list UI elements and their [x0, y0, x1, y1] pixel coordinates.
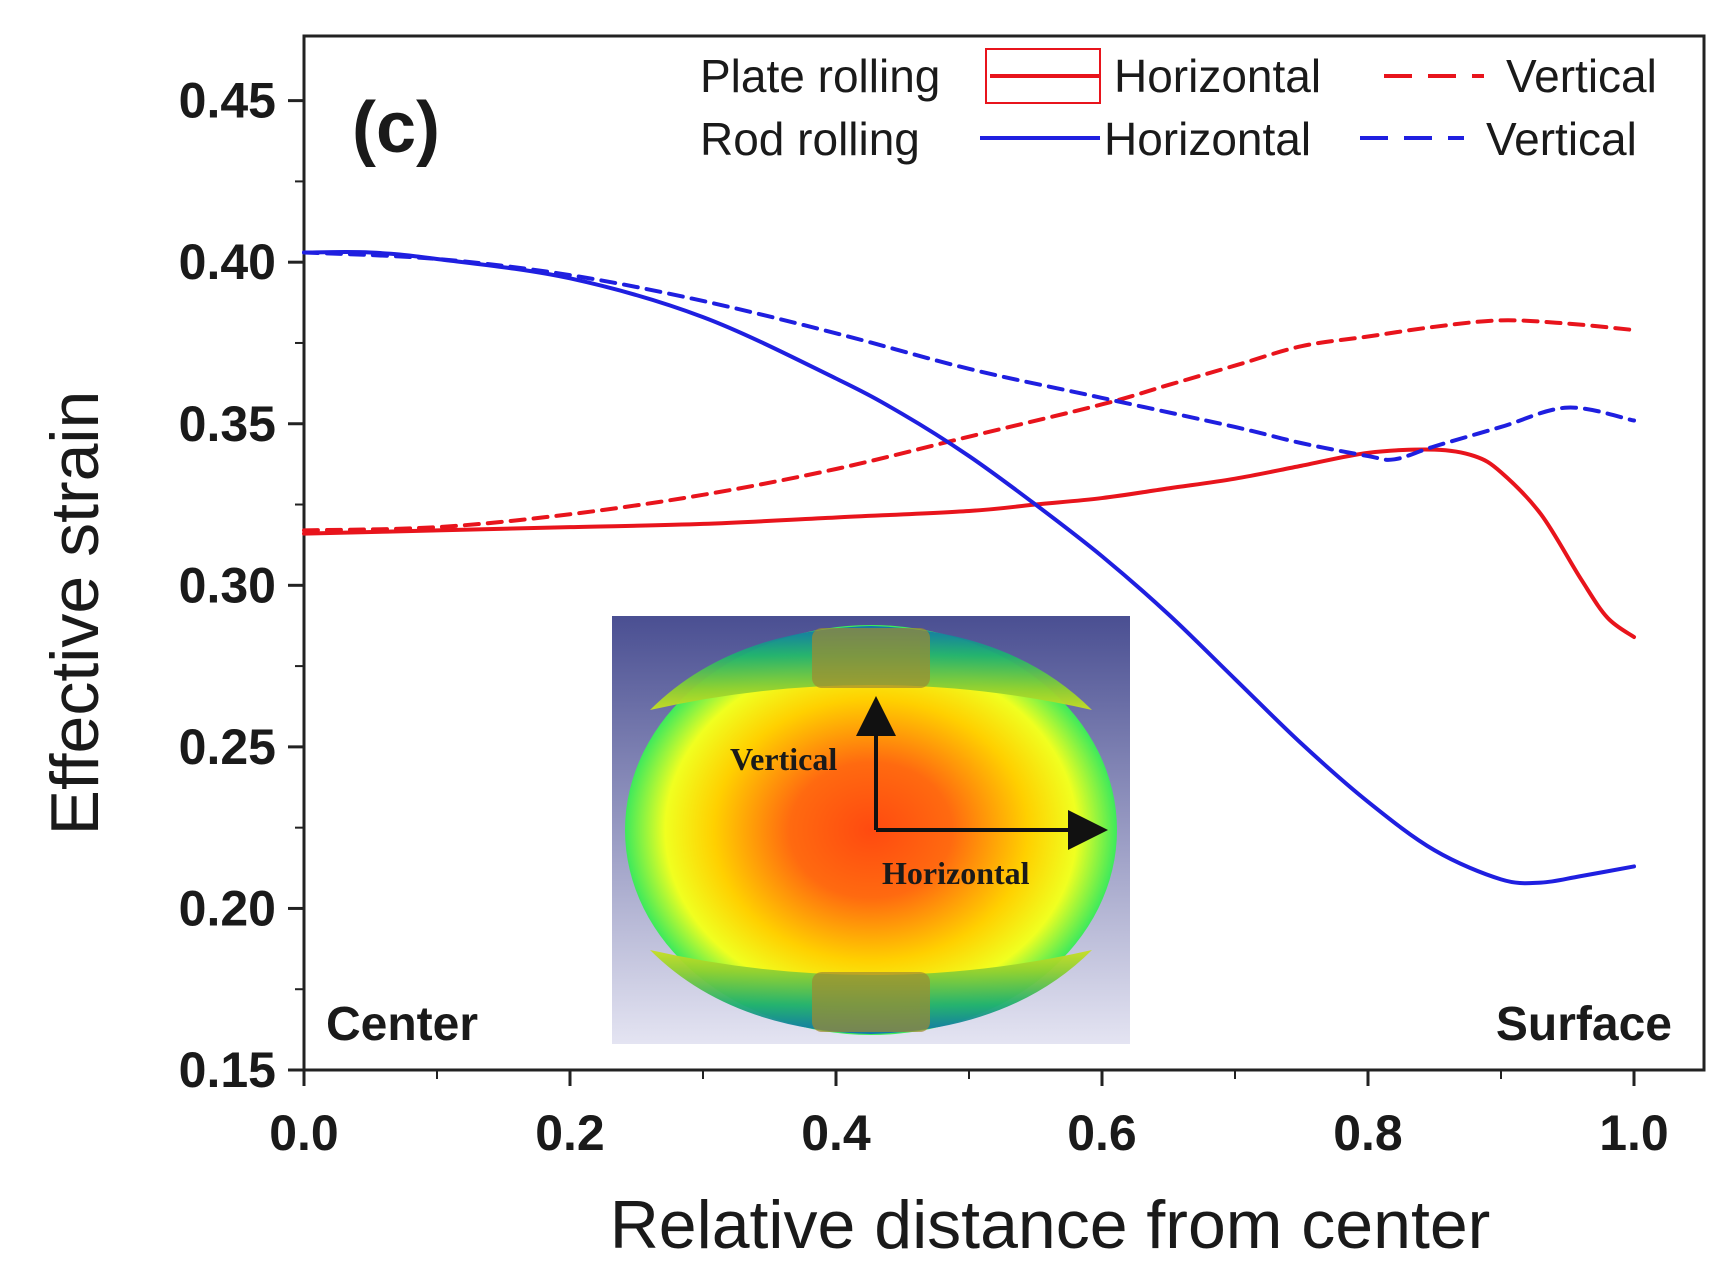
axis-tick-labels: 0.0 0.2 0.4 0.6 0.8 1.0 0.15 0.20 0.25 0.30 0.35 0.…	[179, 73, 1669, 1161]
inset-vertical-label: Vertical	[730, 741, 837, 777]
x-tick-label-0: 0.0	[269, 1105, 339, 1161]
series-line-rod-rolling-vertical	[302, 250, 1636, 462]
x-tick-label-5: 1.0	[1599, 1105, 1669, 1161]
panel-label: (c)	[352, 88, 440, 168]
legend: Plate rolling Horizontal Vertical Rod ro…	[700, 48, 1657, 165]
y-axis-title: Effective strain	[37, 391, 113, 836]
axis-ticks	[288, 99, 1636, 1086]
legend-plate-horizontal-label: Horizontal	[1114, 50, 1321, 102]
x-tick-label-4: 0.8	[1333, 1105, 1403, 1161]
surface-annotation: Surface	[1496, 998, 1672, 1051]
center-annotation: Center	[326, 998, 478, 1051]
legend-plate-vertical-label: Vertical	[1506, 50, 1657, 102]
y-tick-label-2: 0.25	[179, 719, 276, 775]
series-line-rod-rolling-horizontal	[302, 250, 1636, 886]
x-tick-label-1: 0.2	[535, 1105, 605, 1161]
y-tick-label-3: 0.30	[179, 557, 276, 613]
data-series	[302, 250, 1636, 886]
y-tick-label-6: 0.45	[179, 73, 276, 129]
inset-top-block	[812, 628, 930, 688]
inset-contour-image: Vertical Horizontal	[612, 616, 1130, 1044]
legend-group-rod-label: Rod rolling	[700, 113, 920, 165]
y-tick-label-4: 0.35	[179, 396, 276, 452]
legend-rod-horizontal-label: Horizontal	[1104, 113, 1311, 165]
series-line-plate-rolling-horizontal	[302, 447, 1636, 640]
plot-frame	[302, 34, 1706, 1072]
legend-rod-vertical-label: Vertical	[1486, 113, 1637, 165]
y-tick-label-5: 0.40	[179, 234, 276, 290]
y-tick-label-0: 0.15	[179, 1042, 276, 1098]
inset-bottom-block	[812, 972, 930, 1032]
series-line-plate-rolling-vertical	[302, 318, 1636, 533]
inset-horizontal-label: Horizontal	[882, 855, 1030, 891]
legend-group-plate-label: Plate rolling	[700, 50, 940, 102]
x-tick-label-3: 0.6	[1067, 1105, 1137, 1161]
inset-rod-cross-section	[625, 625, 1117, 1035]
x-axis-title: Relative distance from center	[610, 1187, 1491, 1263]
y-tick-label-1: 0.20	[179, 880, 276, 936]
x-tick-label-2: 0.4	[801, 1105, 871, 1161]
